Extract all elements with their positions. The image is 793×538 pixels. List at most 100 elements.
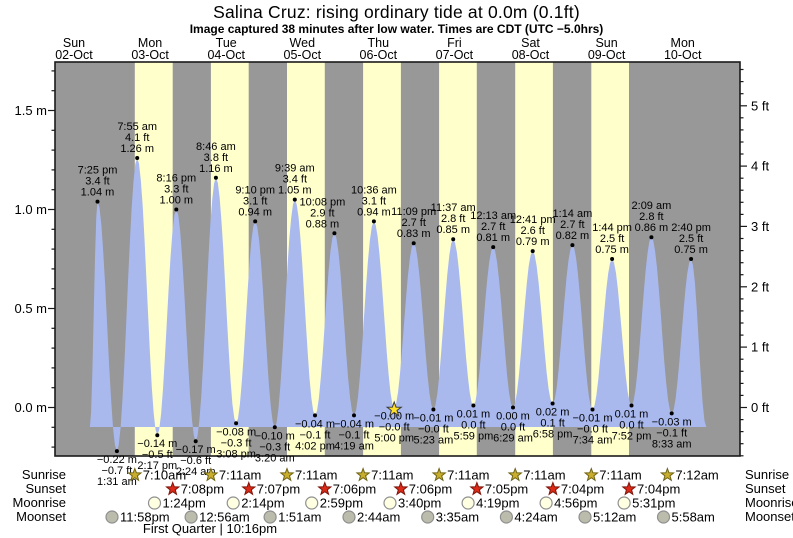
moonrise-moon-icon bbox=[226, 496, 240, 510]
row-label-moonset-left: Moonset bbox=[16, 509, 66, 524]
low-tide-m-label: −0.08 m bbox=[216, 426, 256, 438]
low-tide-time-label: 8:33 am bbox=[652, 438, 692, 450]
y-axis-right-label: 1 ft bbox=[751, 340, 769, 355]
low-tide-ft-label: 0.1 ft bbox=[540, 418, 564, 430]
high-tide-ft-label: 2.7 ft bbox=[560, 219, 584, 231]
low-tide-time-label: 1:31 am bbox=[97, 476, 137, 488]
high-tide-time-label: 9:10 pm bbox=[235, 184, 275, 196]
day-label-name: Wed bbox=[290, 36, 316, 50]
moonrise-moon-icon bbox=[461, 496, 475, 510]
moonset-moon-icon bbox=[342, 510, 356, 524]
moon-phase-note: First Quarter | 10:16pm bbox=[142, 521, 278, 536]
high-tide-ft-label: 2.5 ft bbox=[679, 233, 703, 245]
low-tide-m-label: −0.03 m bbox=[652, 416, 692, 428]
high-tide-ft-label: 2.7 ft bbox=[401, 217, 425, 229]
high-tide-time-label: 2:40 pm bbox=[671, 222, 711, 234]
moonset-moon-icon bbox=[421, 510, 435, 524]
tide-point-dot bbox=[292, 197, 297, 202]
sunset-time: 7:05pm bbox=[485, 482, 528, 497]
high-tide-ft-label: 2.9 ft bbox=[310, 207, 334, 219]
tide-point-dot bbox=[570, 243, 575, 248]
high-tide-ft-label: 3.1 ft bbox=[243, 195, 267, 207]
moonset-moon-icon bbox=[184, 510, 198, 524]
day-label-name: Sat bbox=[521, 36, 540, 50]
day-label-date: 05-Oct bbox=[284, 48, 322, 62]
tide-point-dot bbox=[610, 257, 615, 261]
tide-point-dot bbox=[253, 219, 258, 224]
moonset-moon-icon bbox=[578, 510, 592, 524]
low-tide-time-label: 3:08 pm bbox=[216, 448, 256, 460]
moonset-time: 12:56am bbox=[199, 510, 250, 525]
low-tide-ft-label: −0.0 ft bbox=[577, 424, 608, 436]
y-axis-left-label: 1.5 m bbox=[14, 103, 47, 118]
tide-point-dot bbox=[155, 433, 160, 438]
sunrise-star-icon bbox=[279, 467, 295, 482]
high-tide-ft-label: 3.4 ft bbox=[85, 176, 109, 188]
sunset-star-icon bbox=[317, 481, 333, 496]
moonrise-moon-icon bbox=[147, 496, 162, 510]
low-tide-time-label: 6:29 am bbox=[493, 433, 533, 445]
sunrise-time: 7:12am bbox=[675, 468, 718, 483]
tide-point-dot bbox=[550, 401, 555, 406]
sunrise-time: 7:11am bbox=[447, 468, 489, 483]
sunrise-star-icon bbox=[203, 467, 219, 482]
day-label-date: 04-Oct bbox=[207, 48, 245, 62]
moonset-time: 5:58am bbox=[672, 510, 715, 525]
sunrise-star-icon bbox=[127, 467, 143, 482]
sunrise-time: 7:11am bbox=[219, 468, 261, 483]
tide-point-dot bbox=[193, 439, 198, 444]
page-title: Salina Cruz: rising ordinary tide at 0.0… bbox=[213, 2, 580, 22]
high-tide-time-label: 11:09 pm bbox=[391, 206, 436, 218]
high-tide-time-label: 8:16 pm bbox=[156, 173, 196, 185]
day-label-date: 03-Oct bbox=[131, 48, 169, 62]
day-label-name: Fri bbox=[447, 36, 462, 50]
tide-point-dot bbox=[174, 207, 179, 212]
sunset-star-icon bbox=[545, 481, 561, 496]
high-tide-m-label: 1.00 m bbox=[159, 195, 193, 207]
high-tide-time-label: 7:25 pm bbox=[78, 165, 118, 177]
sunset-time: 7:06pm bbox=[333, 482, 376, 497]
y-axis-left-label: 0.5 m bbox=[14, 301, 47, 316]
low-tide-ft-label: −0.1 ft bbox=[656, 427, 687, 439]
tide-point-dot bbox=[649, 235, 654, 240]
moonrise-time: 4:56pm bbox=[554, 496, 597, 511]
tide-point-dot bbox=[234, 421, 239, 426]
low-tide-time-label: 4:19 am bbox=[334, 440, 374, 452]
high-tide-time-label: 10:36 am bbox=[351, 184, 397, 196]
low-tide-ft-label: −0.3 ft bbox=[259, 441, 290, 453]
high-tide-time-label: 12:41 pm bbox=[510, 214, 556, 226]
high-tide-time-label: 9:39 am bbox=[275, 163, 315, 175]
low-tide-m-label: 0.01 m bbox=[457, 409, 491, 421]
moonrise-time: 2:59pm bbox=[320, 496, 363, 511]
moonset-time: 2:44am bbox=[357, 510, 400, 525]
high-tide-ft-label: 2.7 ft bbox=[481, 221, 505, 233]
tide-point-dot bbox=[689, 257, 694, 261]
sunset-time: 7:07pm bbox=[257, 482, 300, 497]
high-tide-ft-label: 4.1 ft bbox=[125, 132, 149, 144]
tide-point-dot bbox=[135, 156, 140, 160]
low-tide-time-label: 2:24 am bbox=[176, 466, 216, 478]
y-axis-right-label: 2 ft bbox=[751, 279, 769, 294]
high-tide-time-label: 1:14 am bbox=[553, 208, 593, 220]
day-label-name: Thu bbox=[368, 36, 390, 50]
day-label-name: Tue bbox=[216, 36, 237, 50]
moonrise-moon-icon bbox=[539, 496, 553, 510]
sunset-time: 7:04pm bbox=[561, 482, 604, 497]
moonrise-time: 3:40pm bbox=[398, 496, 441, 511]
moonset-moon-icon bbox=[499, 510, 513, 524]
y-axis-right-label: 0 ft bbox=[751, 400, 769, 415]
tide-point-dot bbox=[213, 175, 218, 180]
moonset-moon-icon bbox=[656, 510, 671, 524]
current-time-marker-icon bbox=[385, 400, 403, 417]
low-tide-ft-label: −0.1 ft bbox=[300, 429, 331, 441]
low-tide-m-label: −0.01 m bbox=[572, 413, 612, 425]
sunrise-star-icon bbox=[659, 467, 675, 482]
high-tide-ft-label: 2.5 ft bbox=[600, 233, 624, 245]
tide-point-dot bbox=[511, 405, 515, 410]
moonset-time: 1:51am bbox=[278, 510, 321, 525]
high-tide-time-label: 11:37 am bbox=[431, 202, 476, 214]
moonrise-moon-icon bbox=[617, 496, 631, 510]
moonrise-moon-icon bbox=[383, 496, 397, 510]
low-tide-m-label: −0.04 m bbox=[334, 418, 374, 430]
